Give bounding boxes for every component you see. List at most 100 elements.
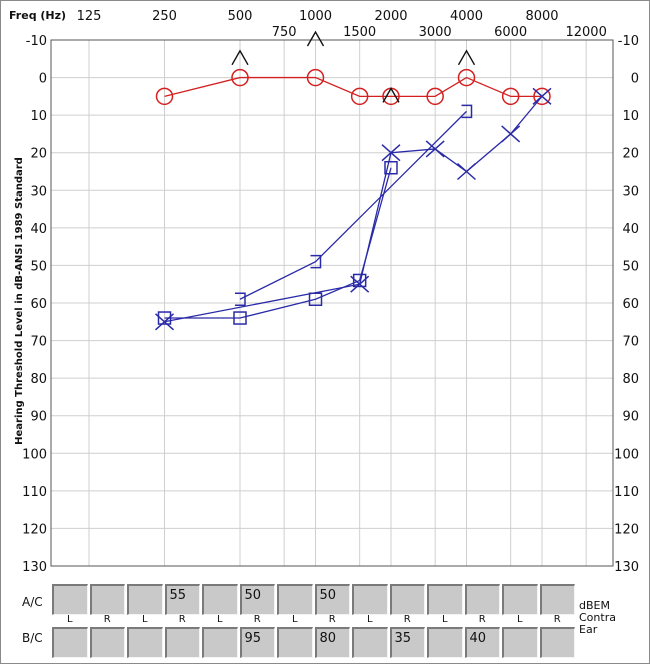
masking-units-label: dBEM Contra Ear bbox=[579, 600, 616, 636]
y-tick-label-left: 110 bbox=[22, 485, 47, 500]
data-point-square bbox=[233, 311, 247, 325]
y-tick-label-left: 20 bbox=[30, 147, 47, 162]
ear-letter: L bbox=[366, 614, 373, 625]
data-point-bracket bbox=[310, 254, 322, 269]
data-point-caret bbox=[231, 49, 249, 66]
y-tick-label-left: 100 bbox=[22, 447, 47, 462]
data-point-circle bbox=[426, 87, 444, 106]
y-tick-label-left: 10 bbox=[30, 109, 47, 124]
bc-masking-cell[interactable] bbox=[127, 627, 163, 658]
y-tick-label-left: 120 bbox=[22, 522, 47, 537]
data-point-caret bbox=[306, 30, 325, 47]
ac-masking-cell[interactable] bbox=[539, 584, 575, 615]
bc-masking-cell[interactable] bbox=[427, 627, 463, 658]
y-tick-label-left: 80 bbox=[30, 372, 47, 387]
plot-border bbox=[50, 39, 614, 567]
ac-masking-cell[interactable]: 50 bbox=[314, 584, 350, 615]
y-tick-label-right: 100 bbox=[614, 447, 639, 462]
data-point-x bbox=[381, 144, 401, 162]
y-tick-label-right: -10 bbox=[618, 34, 639, 49]
y-tick-label-right: 70 bbox=[622, 335, 639, 350]
bc-label: B/C bbox=[22, 631, 43, 645]
x-tick-label: 1000 bbox=[299, 9, 332, 24]
units-line: dBEM bbox=[579, 599, 610, 612]
y-tick-label-right: 20 bbox=[622, 147, 639, 162]
y-tick-label-left: 40 bbox=[30, 222, 47, 237]
data-point-x bbox=[425, 140, 445, 158]
ac-masking-cell[interactable] bbox=[277, 584, 313, 615]
ac-masking-cell[interactable] bbox=[427, 584, 463, 615]
bc-masking-cell[interactable] bbox=[202, 627, 238, 658]
y-axis-label: Hearing Threshold Level in dB-ANSI 1989 … bbox=[14, 157, 25, 445]
ac-masking-cell[interactable] bbox=[389, 584, 425, 615]
x-tick-labels: 125 250 500 1000 2000 4000 8000 750 1500 3000 6000… bbox=[77, 9, 607, 40]
bc-masking-cell[interactable] bbox=[539, 627, 575, 658]
data-series bbox=[155, 30, 552, 331]
ear-letter: L bbox=[291, 614, 298, 625]
y-tick-label-right: 80 bbox=[622, 372, 639, 387]
bc-masking-cell[interactable] bbox=[164, 627, 200, 658]
y-tick-label-right: 120 bbox=[614, 522, 639, 537]
x-tick-label: 2000 bbox=[374, 9, 407, 24]
x-tick-label: 750 bbox=[272, 25, 297, 40]
y-tick-label-right: 0 bbox=[631, 72, 639, 87]
data-point-bracket bbox=[461, 104, 473, 119]
ac-masking-cell[interactable]: 55 bbox=[164, 584, 200, 615]
ac-masking-cell[interactable] bbox=[127, 584, 163, 615]
ear-letter: R bbox=[178, 614, 186, 625]
ac-masking-cell[interactable] bbox=[352, 584, 388, 615]
y-tick-label-right: 10 bbox=[622, 109, 639, 124]
ear-letter: R bbox=[553, 614, 561, 625]
data-point-circle bbox=[231, 68, 249, 87]
data-point-square bbox=[157, 311, 172, 325]
bc-masking-cell[interactable]: 80 bbox=[314, 627, 350, 658]
x-tick-label: 125 bbox=[77, 9, 102, 24]
series-line bbox=[239, 110, 467, 300]
y-tick-label-right: 130 bbox=[614, 560, 639, 575]
ear-letter: L bbox=[516, 614, 523, 625]
bc-masking-cell[interactable] bbox=[502, 627, 538, 658]
y-tick-label-left: 0 bbox=[39, 72, 47, 87]
series-line bbox=[164, 76, 542, 98]
ear-letter: R bbox=[403, 614, 411, 625]
bc-masking-cell[interactable] bbox=[52, 627, 88, 658]
ac-label: A/C bbox=[22, 595, 43, 609]
y-tick-label-right: 60 bbox=[622, 297, 639, 312]
ear-letter: R bbox=[328, 614, 336, 625]
data-point-square bbox=[308, 292, 323, 306]
ac-masking-cell[interactable] bbox=[52, 584, 88, 615]
y-tick-label-left: -10 bbox=[26, 34, 47, 49]
y-tick-label-left: 60 bbox=[30, 297, 47, 312]
ear-letter: R bbox=[103, 614, 111, 625]
bc-masking-cell[interactable] bbox=[277, 627, 313, 658]
data-point-circle bbox=[533, 87, 551, 106]
grid-lines bbox=[51, 39, 613, 567]
units-line: Ear bbox=[579, 623, 598, 636]
series-line bbox=[164, 95, 543, 323]
y-tick-label-left: 90 bbox=[30, 410, 47, 425]
ac-masking-cell[interactable] bbox=[202, 584, 238, 615]
bc-masking-cell[interactable]: 35 bbox=[389, 627, 425, 658]
ac-masking-cell[interactable] bbox=[502, 584, 538, 615]
ear-letter: R bbox=[253, 614, 261, 625]
data-point-circle bbox=[306, 68, 325, 87]
x-tick-label: 12000 bbox=[565, 25, 606, 40]
data-point-x bbox=[501, 125, 521, 143]
data-point-x bbox=[457, 162, 476, 181]
ac-masking-cell[interactable]: 50 bbox=[239, 584, 275, 615]
data-point-bracket bbox=[235, 292, 246, 306]
y-tick-label-left: 50 bbox=[30, 259, 47, 274]
y-tick-labels: -10 -10 0 0 10 10 20 20 30 30 40 40 50 50 60 60 70 70 80 80… bbox=[22, 34, 639, 575]
bc-masking-cell[interactable] bbox=[89, 627, 125, 658]
x-tick-label: 6000 bbox=[494, 25, 527, 40]
units-line: Contra bbox=[579, 611, 616, 624]
ac-masking-cell[interactable] bbox=[464, 584, 500, 615]
y-tick-label-right: 90 bbox=[622, 410, 639, 425]
ac-masking-cell[interactable] bbox=[89, 584, 125, 615]
bc-masking-cell[interactable] bbox=[352, 627, 388, 658]
bc-masking-cell[interactable]: 40 bbox=[464, 627, 500, 658]
bc-masking-cell[interactable]: 95 bbox=[239, 627, 275, 658]
ear-letter: L bbox=[216, 614, 223, 625]
ear-letter: L bbox=[441, 614, 448, 625]
